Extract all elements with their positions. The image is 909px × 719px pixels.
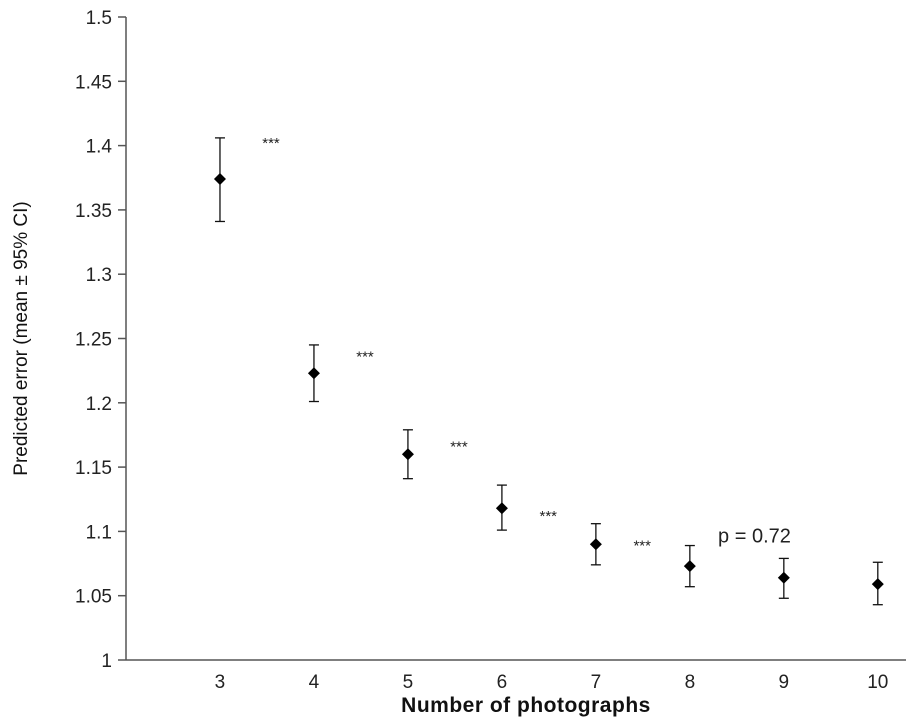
y-tick-label: 1.1 <box>86 522 112 543</box>
data-point-marker <box>589 538 602 551</box>
data-point-marker <box>401 448 414 461</box>
x-axis-title: Number of photographs <box>401 694 651 717</box>
significance-annotation: *** <box>633 538 651 555</box>
significance-annotation: *** <box>356 349 374 366</box>
y-tick-label: 1.5 <box>86 8 112 29</box>
x-tick-label: 10 <box>867 672 888 693</box>
significance-annotation: *** <box>539 508 557 525</box>
x-tick-label: 7 <box>591 672 602 693</box>
y-tick-label: 1.25 <box>75 330 112 351</box>
y-tick-label: 1.45 <box>75 72 112 93</box>
y-tick-label: 1.2 <box>86 394 112 415</box>
data-point-marker <box>213 173 226 186</box>
x-tick-label: 6 <box>497 672 508 693</box>
x-tick-label: 3 <box>215 672 226 693</box>
p-value-annotation: p = 0.72 <box>718 525 791 547</box>
y-tick-label: 1.15 <box>75 458 112 479</box>
y-tick-label: 1 <box>101 651 112 672</box>
y-tick-label: 1.35 <box>75 201 112 222</box>
x-tick-label: 4 <box>309 672 320 693</box>
y-ticks: 1 1.05 1.1 1.15 1.2 1.25 1.3 1.35 1.4 1.45 1.5 <box>75 8 126 672</box>
x-ticks: 3 4 5 6 7 8 9 10 <box>215 672 889 693</box>
data-point-marker <box>683 560 696 573</box>
y-tick-label: 1.05 <box>75 587 112 608</box>
y-axis-title: Predicted error (mean ± 95% CI) <box>11 201 32 475</box>
data-point-marker <box>871 578 884 591</box>
x-tick-label: 5 <box>403 672 414 693</box>
data-point-marker <box>777 571 790 584</box>
x-tick-label: 9 <box>779 672 790 693</box>
significance-annotation: *** <box>450 439 468 456</box>
y-tick-label: 1.3 <box>86 265 112 286</box>
significance-annotation: *** <box>262 135 280 152</box>
data-points <box>213 173 884 591</box>
data-point-marker <box>495 502 508 515</box>
x-tick-label: 8 <box>685 672 696 693</box>
data-point-marker <box>307 367 320 380</box>
y-tick-label: 1.4 <box>86 137 113 158</box>
annotations: *** *** *** *** *** p = 0.72 <box>262 135 791 555</box>
